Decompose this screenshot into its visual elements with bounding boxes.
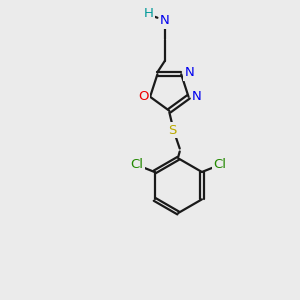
Text: N: N	[184, 66, 194, 79]
Text: N: N	[160, 14, 170, 27]
Text: S: S	[168, 124, 176, 136]
Text: Cl: Cl	[130, 158, 143, 171]
Text: Cl: Cl	[213, 158, 226, 171]
Text: O: O	[138, 90, 149, 103]
Text: N: N	[192, 90, 202, 103]
Text: H: H	[144, 7, 154, 20]
